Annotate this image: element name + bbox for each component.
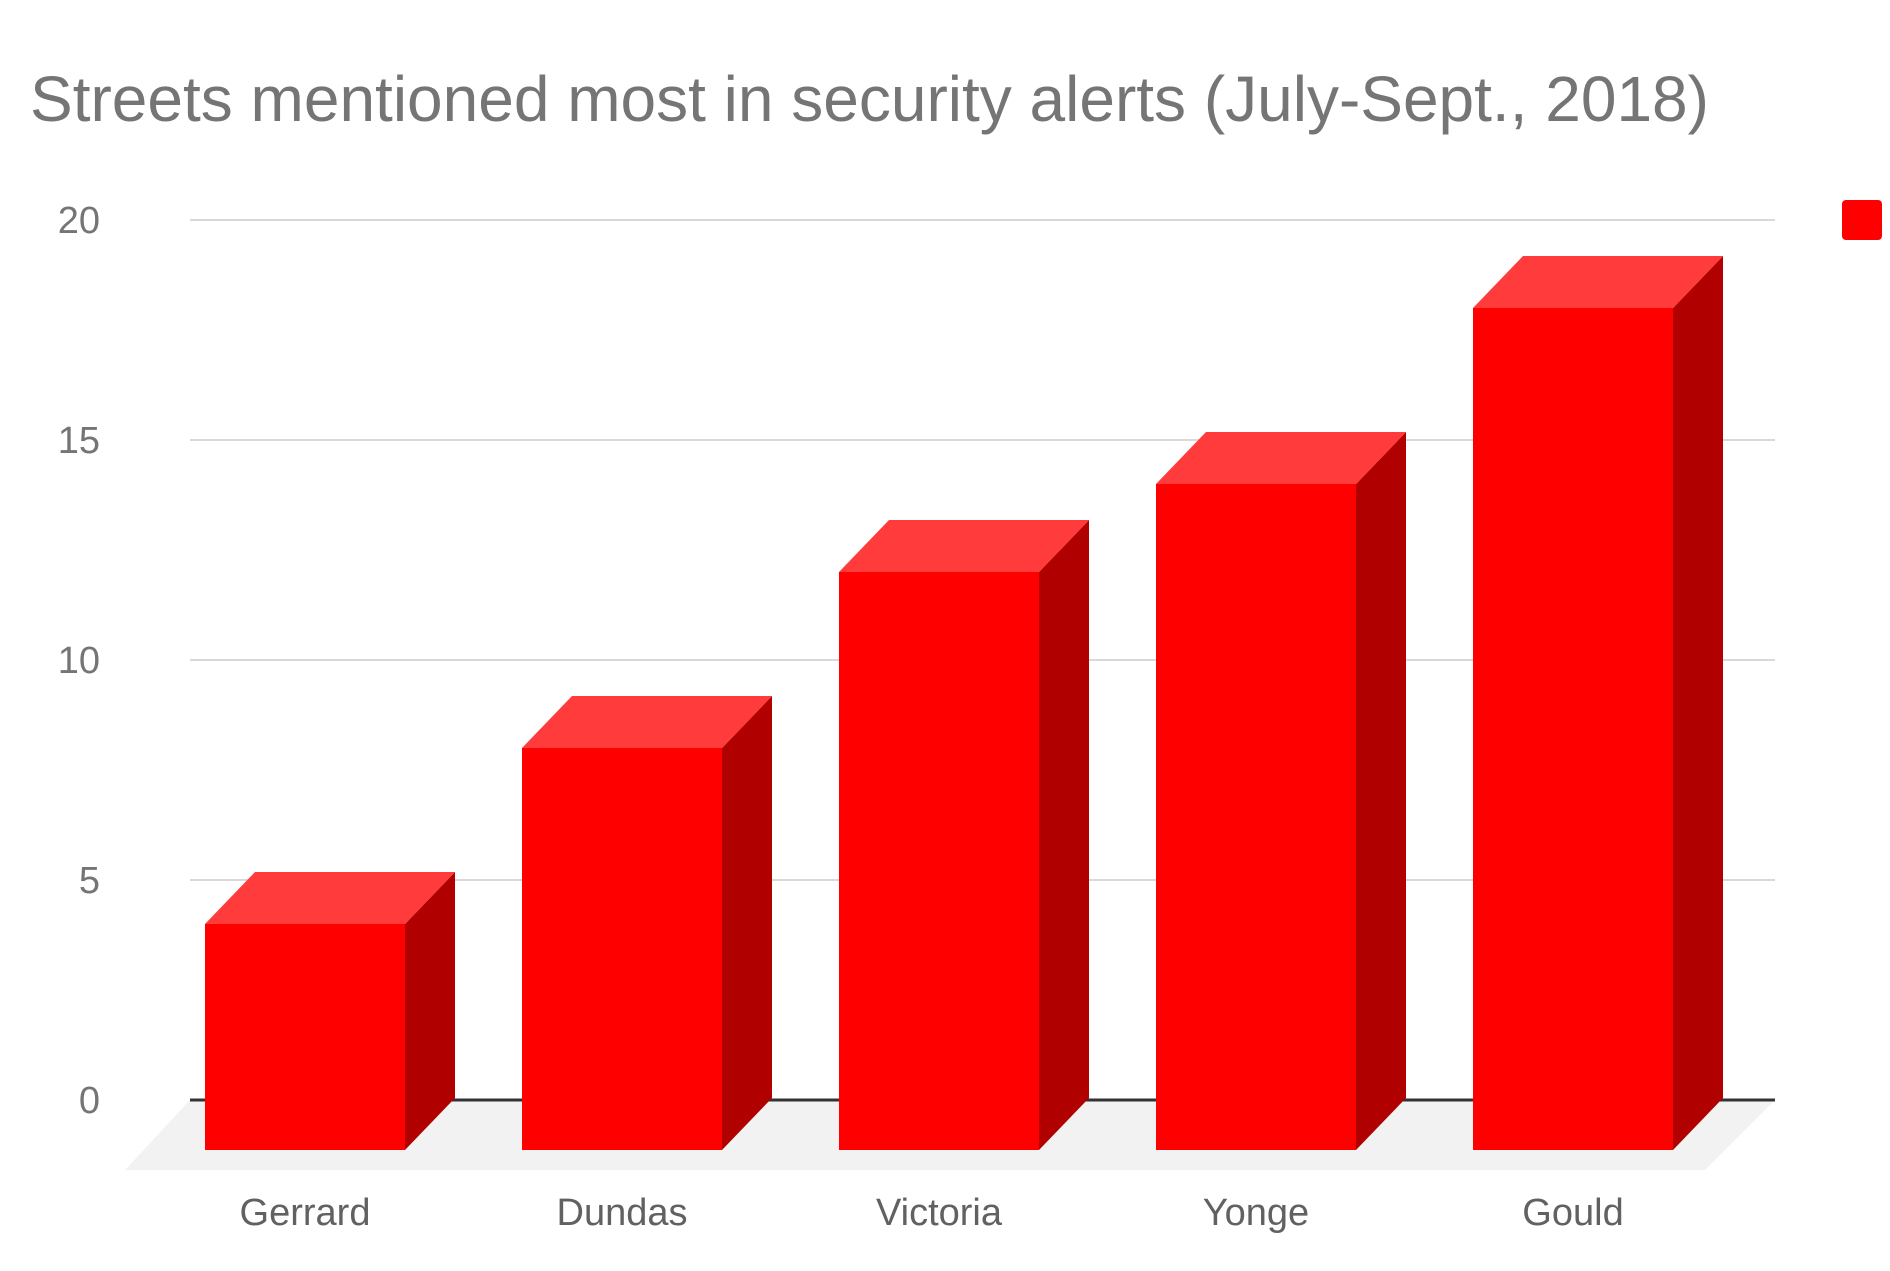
bar-top bbox=[522, 696, 772, 748]
bar-front bbox=[1156, 484, 1356, 1150]
bar-top bbox=[839, 520, 1089, 572]
y-axis-ticks: 0 5 10 15 20 bbox=[58, 200, 100, 1122]
bar-top bbox=[205, 872, 455, 924]
x-axis-labels: Gerrard Dundas Victoria Yonge Gould bbox=[240, 1192, 1624, 1234]
x-tick-label: Yonge bbox=[1203, 1192, 1309, 1234]
bar-side bbox=[1356, 432, 1406, 1150]
y-tick-label: 15 bbox=[58, 420, 100, 462]
x-tick-label: Dundas bbox=[557, 1192, 688, 1234]
bar-front bbox=[1473, 308, 1673, 1150]
bar-side bbox=[1673, 256, 1723, 1150]
bar-top bbox=[1473, 256, 1723, 308]
bar bbox=[1156, 432, 1406, 1150]
bar-side bbox=[405, 872, 455, 1150]
bar-side bbox=[722, 696, 772, 1150]
y-tick-label: 10 bbox=[58, 640, 100, 682]
y-tick-label: 20 bbox=[58, 200, 100, 242]
chart-title: Streets mentioned most in security alert… bbox=[30, 63, 1709, 135]
bar-top bbox=[1156, 432, 1406, 484]
bar bbox=[522, 696, 772, 1150]
legend bbox=[1842, 200, 1882, 240]
legend-swatch bbox=[1842, 200, 1882, 240]
y-tick-label: 5 bbox=[79, 860, 100, 902]
x-tick-label: Gerrard bbox=[240, 1192, 371, 1234]
y-tick-label: 0 bbox=[79, 1080, 100, 1122]
bar bbox=[839, 520, 1089, 1150]
bar bbox=[205, 872, 455, 1150]
bar-side bbox=[1039, 520, 1089, 1150]
bar-front bbox=[205, 924, 405, 1150]
bar bbox=[1473, 256, 1723, 1150]
x-tick-label: Victoria bbox=[876, 1192, 1003, 1234]
bars bbox=[205, 256, 1723, 1150]
bar-front bbox=[839, 572, 1039, 1150]
bar-front bbox=[522, 748, 722, 1150]
x-tick-label: Gould bbox=[1522, 1192, 1623, 1234]
